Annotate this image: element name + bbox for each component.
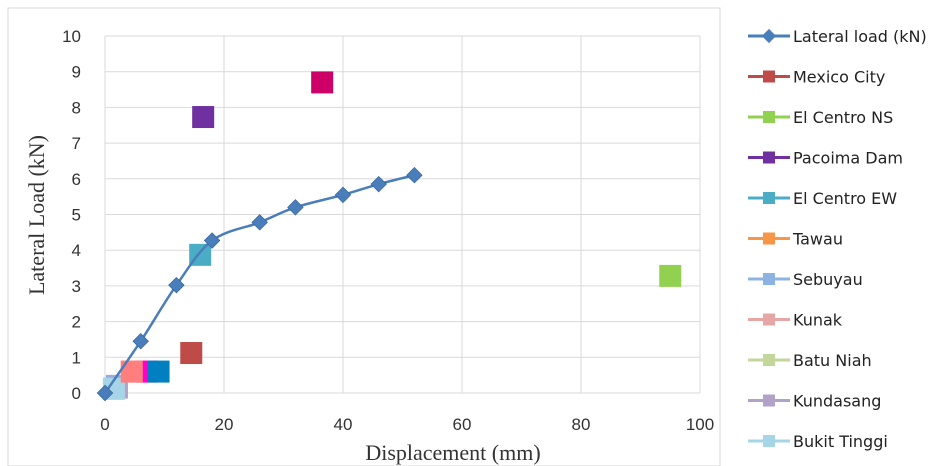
x-tick-labels: 0 20 40 60 80 100 xyxy=(100,415,714,434)
extra-series-2 xyxy=(147,360,170,383)
legend-label: Batu Niah xyxy=(793,351,872,370)
legend-label: Kundasang xyxy=(793,392,881,411)
y-tick-label: 10 xyxy=(62,27,81,46)
legend-marker xyxy=(763,435,775,447)
y-tick-label: 1 xyxy=(72,348,81,367)
x-tick-label: 20 xyxy=(215,415,234,434)
y-tick-label: 9 xyxy=(72,63,81,82)
data-point xyxy=(120,360,143,383)
data-point xyxy=(168,276,185,294)
legend-item: Sebuyau xyxy=(748,270,863,289)
data-point xyxy=(147,360,170,383)
legend-item: Kunak xyxy=(748,311,843,330)
series-layer xyxy=(96,71,682,402)
y-tick-label: 3 xyxy=(72,277,81,296)
y-tick-label: 6 xyxy=(72,170,81,189)
data-point xyxy=(132,333,149,350)
data-point xyxy=(659,264,682,287)
data-point xyxy=(96,384,114,402)
data-point xyxy=(311,71,334,94)
data-point xyxy=(251,214,268,231)
data-point xyxy=(406,167,423,184)
legend-label: Sebuyau xyxy=(793,270,863,289)
extra-series-0 xyxy=(311,71,334,94)
legend-item: Batu Niah xyxy=(748,351,872,370)
legend-label: Kunak xyxy=(793,311,843,330)
x-axis-title: Displacement (mm) xyxy=(365,440,540,465)
legend-label: Lateral load (kN) xyxy=(793,27,927,46)
grid xyxy=(104,35,701,394)
x-tick-label: 100 xyxy=(686,415,714,434)
legend-item: Mexico City xyxy=(748,68,885,87)
legend-label: Pacoima Dam xyxy=(793,149,903,168)
y-axis-title: Lateral Load (kN) xyxy=(24,135,49,295)
data-point xyxy=(334,186,352,204)
x-tick-label: 80 xyxy=(572,415,591,434)
legend-item: Tawau xyxy=(748,230,843,249)
series-3 xyxy=(192,106,215,129)
legend-marker xyxy=(763,111,775,123)
legend-marker xyxy=(763,354,775,366)
series-line xyxy=(103,174,415,394)
y-tick-label: 8 xyxy=(72,98,81,117)
y-tick-labels: 0 1 2 3 4 5 6 7 8 9 10 xyxy=(62,27,81,403)
legend-item: Pacoima Dam xyxy=(748,149,903,168)
legend-marker xyxy=(763,151,775,164)
legend-item: El Centro EW xyxy=(748,189,897,208)
extra-series-3 xyxy=(120,360,143,383)
data-point xyxy=(370,175,387,193)
legend-marker xyxy=(763,192,775,204)
legend-item: El Centro NS xyxy=(748,108,893,127)
legend-label: Bukit Tinggi xyxy=(793,432,888,451)
data-point xyxy=(203,232,221,249)
x-tick-label: 60 xyxy=(453,415,472,434)
y-tick-label: 4 xyxy=(72,241,81,260)
legend-marker xyxy=(763,70,775,83)
x-tick-label: 0 xyxy=(100,415,109,434)
legend-marker xyxy=(763,394,775,407)
legend-item: Bukit Tinggi xyxy=(748,432,888,451)
legend-marker xyxy=(763,232,775,245)
legend-marker xyxy=(761,28,777,44)
chart-border xyxy=(7,7,721,466)
y-tick-label: 2 xyxy=(72,313,81,332)
y-tick-label: 5 xyxy=(72,206,81,225)
y-tick-label: 0 xyxy=(72,384,81,403)
legend-label: Mexico City xyxy=(793,68,885,87)
data-point xyxy=(287,199,304,216)
legend-label: El Centro EW xyxy=(793,189,897,208)
series-2 xyxy=(659,264,682,287)
data-point xyxy=(192,106,215,129)
legend-item: Kundasang xyxy=(748,392,881,411)
legend: Lateral load (kN) Mexico City El Centro NS… xyxy=(748,27,927,451)
legend-marker xyxy=(763,313,775,326)
series-1 xyxy=(180,342,203,365)
data-point xyxy=(180,342,203,365)
x-tick-label: 40 xyxy=(334,415,353,434)
legend-marker xyxy=(763,273,775,285)
y-tick-label: 7 xyxy=(72,134,81,153)
legend-label: El Centro NS xyxy=(793,108,893,127)
legend-item: Lateral load (kN) xyxy=(748,27,927,46)
series-line-0 xyxy=(96,167,423,402)
legend-label: Tawau xyxy=(792,230,843,249)
